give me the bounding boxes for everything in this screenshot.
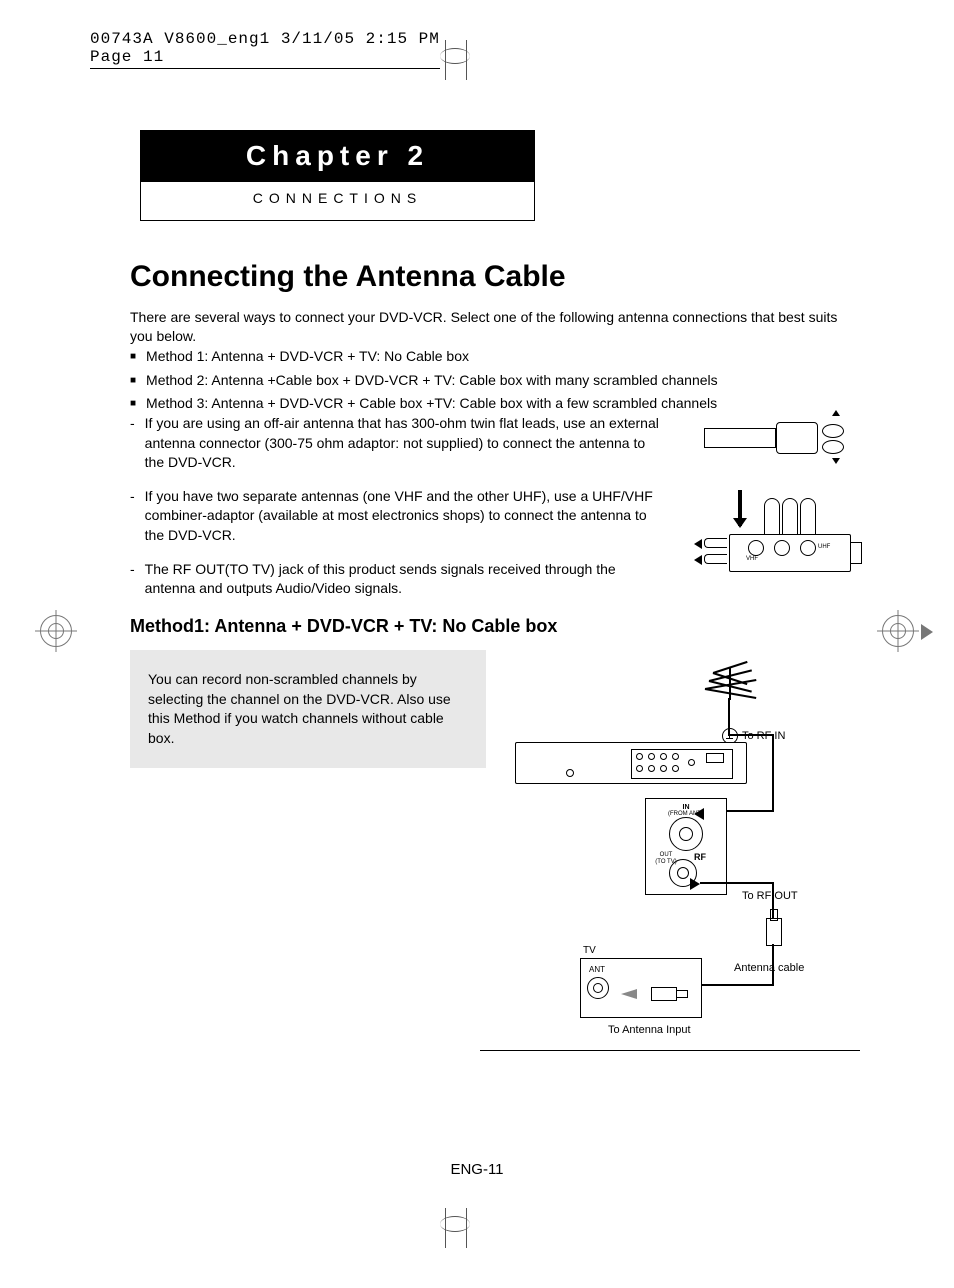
page-title: Connecting the Antenna Cable: [130, 260, 566, 294]
note-text: If you are using an off-air antenna that…: [145, 414, 660, 473]
rf-in-jack-icon: [669, 817, 703, 851]
note-text: The RF OUT(TO TV) jack of this product s…: [145, 560, 660, 599]
print-job-header: 00743A V8600_eng1 3/11/05 2:15 PM Page 1…: [90, 30, 440, 69]
arrow-icon: [621, 989, 637, 999]
chapter-header-block: Chapter 2 CONNECTIONS: [140, 130, 535, 221]
note-text: If you have two separate antennas (one V…: [145, 487, 660, 546]
intro-paragraph: There are several ways to connect your D…: [130, 308, 860, 346]
uhf-label: UHF: [818, 544, 830, 550]
combiner-diagram: VHF UHF: [704, 484, 864, 584]
bullet-icon: ■: [130, 349, 136, 371]
registration-mark-right: [882, 615, 914, 647]
vhf-label: VHF: [746, 556, 758, 562]
arrow-icon: [694, 808, 704, 820]
note-item: -If you have two separate antennas (one …: [130, 487, 660, 546]
registration-mark-left: [40, 615, 72, 647]
method1-heading: Method1: Antenna + DVD-VCR + TV: No Cabl…: [130, 616, 557, 637]
notes-list: -If you are using an off-air antenna tha…: [130, 414, 660, 613]
tv-label: TV: [583, 945, 596, 956]
chapter-subtitle: CONNECTIONS: [140, 182, 535, 221]
rf-panel: IN (FROM ANT.) OUT (TO TV) RF: [645, 798, 727, 895]
callout-rf-in: To RF IN: [742, 730, 785, 742]
antenna-icon: [705, 658, 755, 698]
document-page: 00743A V8600_eng1 3/11/05 2:15 PM Page 1…: [0, 0, 954, 1288]
dvd-vcr-rear-panel: [515, 742, 747, 784]
callout-rf-out: To RF OUT: [742, 890, 798, 902]
rf-out-label: OUT: [636, 852, 696, 858]
bullet-icon: ■: [130, 373, 136, 395]
cable-plug-icon: [766, 918, 782, 946]
dash-icon: -: [130, 487, 135, 546]
arrow-icon: [690, 878, 700, 890]
crop-mark-top: [445, 40, 467, 80]
tv-rear-panel: TV ANT: [580, 958, 702, 1018]
cable-plug-icon: [651, 987, 677, 1001]
dash-icon: -: [130, 414, 135, 473]
methods-list: ■ Method 1: Antenna + DVD-VCR + TV: No Ca…: [130, 346, 860, 417]
note-item: -If you are using an off-air antenna tha…: [130, 414, 660, 473]
tv-ant-jack-icon: [587, 977, 609, 999]
list-item: ■ Method 1: Antenna + DVD-VCR + TV: No Ca…: [130, 346, 860, 368]
list-item-text: Method 2: Antenna +Cable box + DVD-VCR +…: [146, 370, 718, 392]
tv-ant-label: ANT: [589, 965, 605, 974]
page-number: ENG-11: [0, 1161, 954, 1178]
list-item-text: Method 1: Antenna + DVD-VCR + TV: No Cab…: [146, 346, 469, 368]
callout-antenna-cable: Antenna cable: [734, 962, 804, 974]
chapter-title: Chapter 2: [140, 130, 535, 182]
callout-antenna-input: To Antenna Input: [608, 1024, 691, 1036]
rf-label: RF: [694, 852, 706, 862]
method1-info-box: You can record non-scrambled channels by…: [130, 650, 486, 768]
adaptor-diagram: [704, 414, 849, 464]
dash-icon: -: [130, 560, 135, 599]
list-item: ■Method 3: Antenna + DVD-VCR + Cable box…: [130, 393, 860, 415]
list-item-text: Method 3: Antenna + DVD-VCR + Cable box …: [146, 393, 717, 415]
crop-mark-bottom: [445, 1208, 467, 1248]
list-item: ■ Method 2: Antenna +Cable box + DVD-VCR …: [130, 370, 860, 392]
side-diagrams: VHF UHF: [704, 414, 849, 584]
note-item: -The RF OUT(TO TV) jack of this product …: [130, 560, 660, 599]
wiring-diagram: IN (FROM ANT.) OUT (TO TV) RF TV ANT To …: [480, 650, 860, 1051]
rf-in-label: IN: [646, 804, 726, 811]
